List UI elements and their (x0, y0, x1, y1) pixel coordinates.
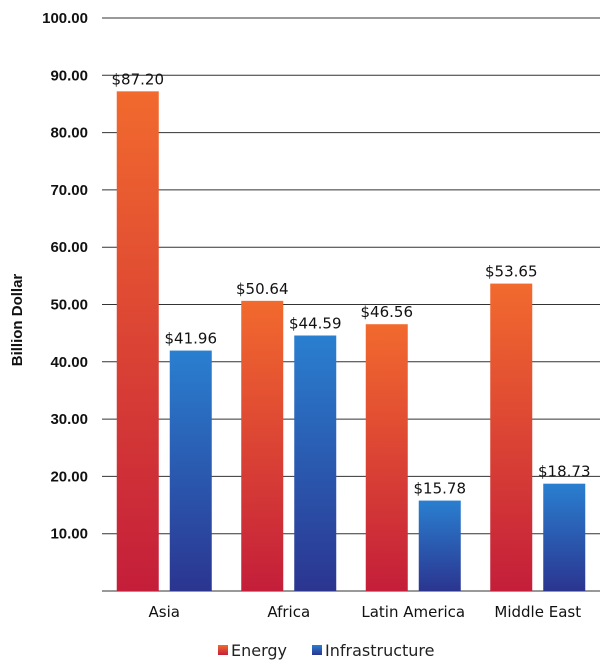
y-tick-label: 90.00 (50, 67, 88, 84)
bar-energy-africa (241, 300, 284, 591)
y-tick-label: 70.00 (50, 182, 88, 199)
legend-swatch-energy (218, 645, 228, 655)
y-axis-ticks: 10.00 20.00 30.00 40.00 50.00 60.00 70.00 80.00… (42, 10, 88, 543)
data-label: $15.78 (414, 480, 467, 498)
y-tick-label: 30.00 (50, 411, 88, 428)
data-label: $18.73 (538, 463, 591, 481)
data-label: $46.56 (361, 303, 414, 321)
data-label: $41.96 (165, 330, 218, 348)
bar-infrastructure-latin-america (418, 500, 461, 591)
data-labels: $87.20 $41.96 $50.64$44.59 $46.56 $15.78 $53.… (112, 70, 591, 497)
data-label: $53.65 (485, 263, 538, 281)
legend: Energy Infrastructure (218, 641, 434, 660)
y-tick-label: 60.00 (50, 239, 88, 256)
x-category-label: Middle East (494, 603, 581, 621)
y-axis-label: Billion Dollar (9, 274, 26, 367)
y-tick-label: 50.00 (50, 297, 88, 314)
bar-energy-latin-america (365, 324, 408, 591)
bar-energy-middle-east (490, 283, 533, 591)
x-category-label: Latin America (361, 603, 465, 621)
data-label: $50.64 (236, 280, 289, 298)
bars (116, 91, 586, 592)
legend-label-energy: Energy (231, 641, 287, 660)
x-category-label: Africa (267, 603, 310, 621)
data-label: $44.59 (289, 314, 342, 332)
y-tick-label: 20.00 (50, 468, 88, 485)
y-tick-label: 40.00 (50, 354, 88, 371)
legend-swatch-infrastructure (312, 645, 322, 655)
bar-infrastructure-asia (169, 350, 212, 591)
y-tick-label: 80.00 (50, 125, 88, 142)
x-axis-categories: Asia Africa Latin America Middle East (149, 603, 582, 621)
bar-infrastructure-middle-east (543, 483, 586, 591)
y-tick-label: 10.00 (50, 526, 88, 543)
bar-energy-asia (116, 91, 159, 592)
legend-label-infrastructure: Infrastructure (325, 641, 434, 660)
y-tick-label: 100.00 (42, 10, 88, 27)
bar-infrastructure-africa (294, 335, 337, 591)
x-category-label: Asia (149, 603, 180, 621)
data-label: $87.20 (112, 70, 165, 88)
